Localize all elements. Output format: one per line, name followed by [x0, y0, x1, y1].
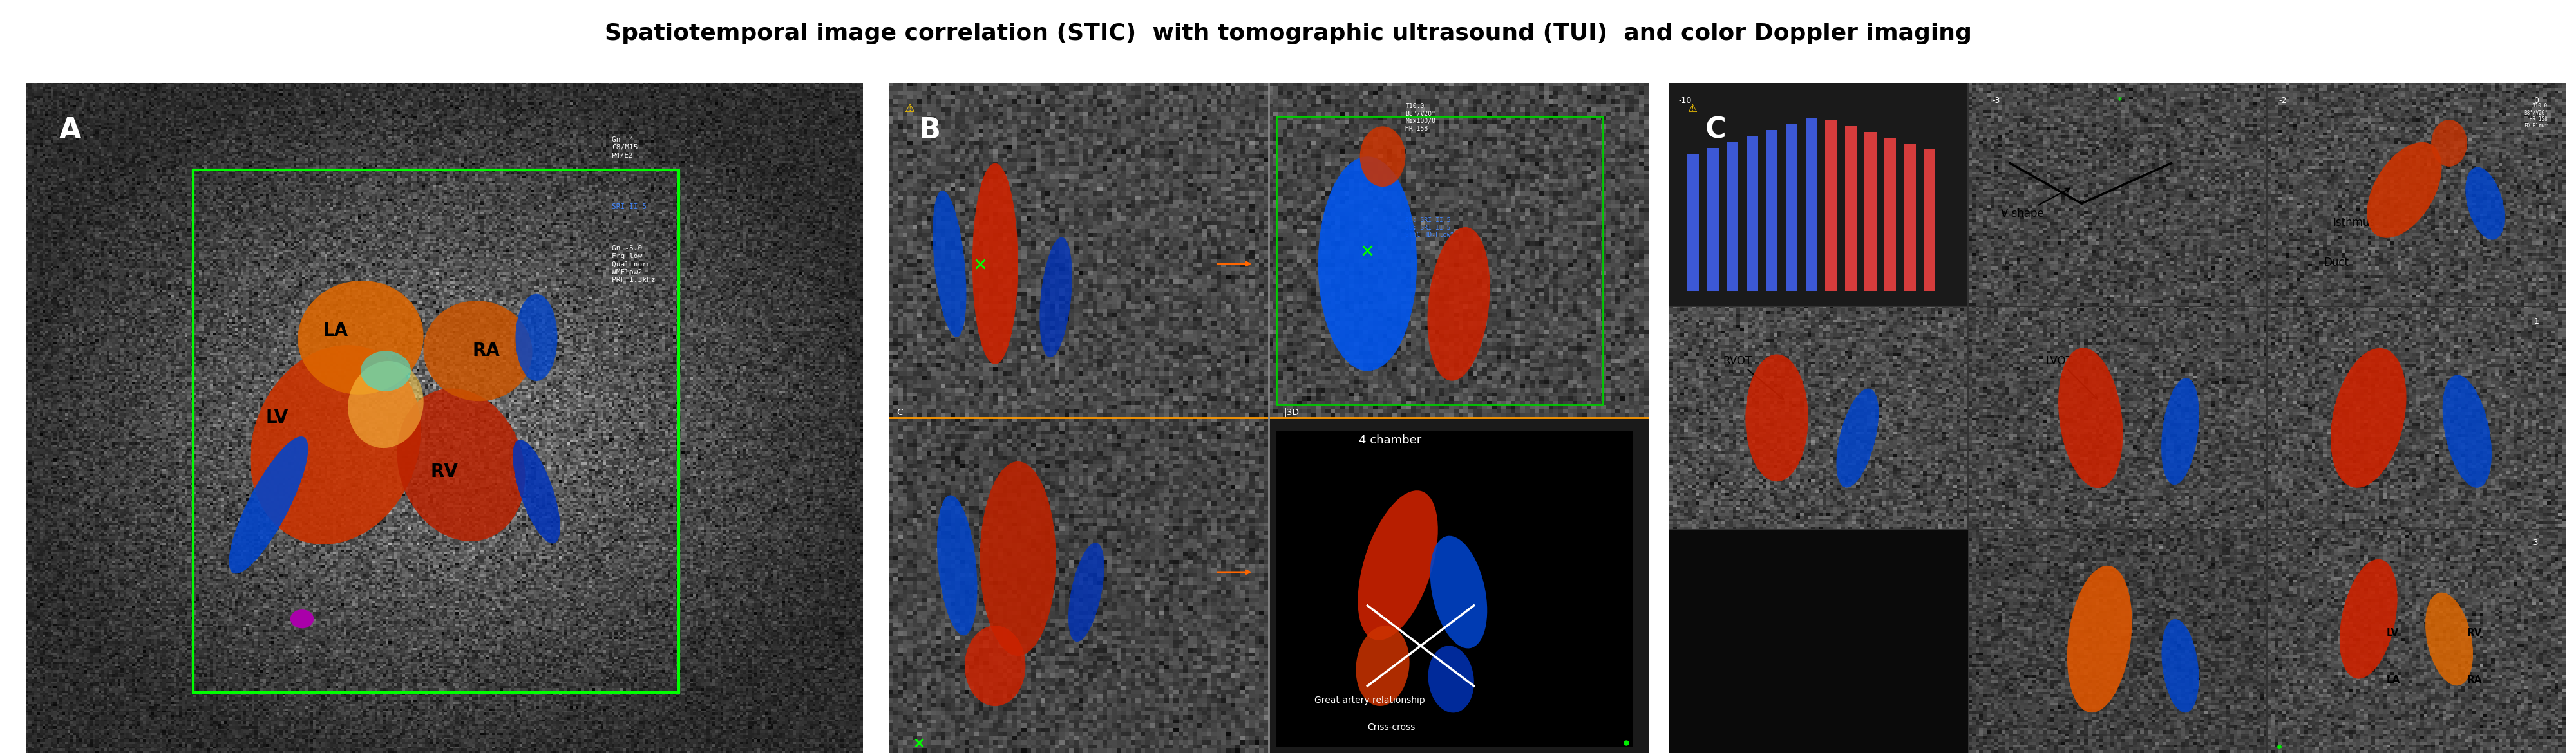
FancyBboxPatch shape — [1924, 150, 1935, 291]
Ellipse shape — [2427, 593, 2473, 685]
FancyBboxPatch shape — [1747, 136, 1757, 291]
Ellipse shape — [933, 191, 966, 337]
FancyBboxPatch shape — [1669, 530, 1968, 753]
Text: -3: -3 — [1991, 96, 1999, 105]
Text: Gn  4
C8/M15
P4/E2: Gn 4 C8/M15 P4/E2 — [613, 136, 639, 159]
Text: LV: LV — [2385, 628, 2398, 638]
Text: RVOT: RVOT — [1723, 355, 1783, 399]
Text: -2: -2 — [2280, 96, 2287, 105]
Ellipse shape — [2367, 142, 2442, 238]
FancyBboxPatch shape — [1785, 124, 1798, 291]
Ellipse shape — [2442, 375, 2491, 488]
Text: Spatiotemporal image correlation (STIC)  with tomographic ultrasound (TUI)  and : Spatiotemporal image correlation (STIC) … — [605, 23, 1971, 44]
Ellipse shape — [229, 437, 309, 574]
Text: T10.0
B8°/V20°
Mix100/0
HR 158: T10.0 B8°/V20° Mix100/0 HR 158 — [1406, 103, 1435, 132]
Text: Isthmus: Isthmus — [2334, 217, 2375, 228]
Text: V shape: V shape — [2002, 188, 2069, 219]
Text: Criss-cross: Criss-cross — [1368, 723, 1414, 732]
FancyBboxPatch shape — [1687, 154, 1698, 291]
Text: *: * — [2117, 96, 2123, 106]
Text: LA: LA — [322, 322, 348, 340]
Ellipse shape — [2339, 559, 2398, 678]
Ellipse shape — [397, 389, 526, 541]
Ellipse shape — [422, 300, 533, 401]
Ellipse shape — [2058, 348, 2123, 488]
Ellipse shape — [2331, 348, 2406, 488]
FancyBboxPatch shape — [1275, 431, 1633, 746]
Text: C: C — [896, 408, 902, 417]
FancyBboxPatch shape — [1826, 120, 1837, 291]
Text: C: C — [1705, 117, 1726, 144]
Text: RV: RV — [430, 462, 459, 480]
Text: Gn -5.0
Frq low
Qual norm
WMFlow2
PRF 1.3kHz: Gn -5.0 Frq low Qual norm WMFlow2 PRF 1.… — [613, 237, 654, 283]
Text: 0: 0 — [2535, 96, 2540, 105]
Text: 2D: SRI II 5
3D: SRI II 5
STIC HD-Flow™: 2D: SRI II 5 3D: SRI II 5 STIC HD-Flow™ — [1406, 217, 1455, 238]
Text: SRI II 5: SRI II 5 — [613, 203, 647, 210]
FancyBboxPatch shape — [1886, 138, 1896, 291]
Text: ⚠: ⚠ — [904, 103, 914, 114]
Text: 1: 1 — [2535, 318, 2540, 326]
Ellipse shape — [250, 345, 420, 544]
FancyBboxPatch shape — [1865, 132, 1875, 291]
Ellipse shape — [513, 440, 559, 544]
Text: RV: RV — [2468, 628, 2483, 638]
Ellipse shape — [1041, 237, 1072, 358]
Text: A: A — [59, 117, 82, 144]
Ellipse shape — [2161, 378, 2200, 485]
Text: ⚠: ⚠ — [1687, 103, 1698, 114]
Ellipse shape — [1430, 536, 1486, 648]
Ellipse shape — [515, 294, 556, 381]
Text: LA: LA — [2385, 675, 2401, 684]
Ellipse shape — [979, 462, 1056, 656]
Ellipse shape — [2432, 120, 2468, 166]
Text: B: B — [920, 117, 940, 144]
Text: LV: LV — [265, 409, 289, 427]
Text: -3: -3 — [2530, 538, 2540, 547]
Ellipse shape — [1069, 543, 1105, 642]
Text: -10: -10 — [1677, 96, 1692, 105]
FancyBboxPatch shape — [1904, 144, 1917, 291]
FancyBboxPatch shape — [1767, 130, 1777, 291]
Circle shape — [361, 351, 412, 391]
Text: |3D: |3D — [1283, 408, 1298, 417]
Ellipse shape — [963, 626, 1025, 706]
FancyBboxPatch shape — [1806, 118, 1816, 291]
Ellipse shape — [1358, 490, 1437, 640]
Ellipse shape — [348, 361, 422, 448]
Ellipse shape — [2465, 167, 2504, 240]
Text: RA: RA — [2468, 675, 2483, 684]
Text: LVOT: LVOT — [2045, 355, 2097, 399]
Circle shape — [291, 610, 314, 628]
Ellipse shape — [1427, 646, 1473, 712]
FancyBboxPatch shape — [1726, 142, 1739, 291]
Ellipse shape — [1747, 354, 1808, 482]
Ellipse shape — [1319, 157, 1417, 371]
Ellipse shape — [2161, 619, 2200, 712]
Ellipse shape — [971, 163, 1018, 364]
Ellipse shape — [938, 495, 976, 636]
Text: RA: RA — [471, 342, 500, 360]
Ellipse shape — [1837, 389, 1878, 488]
FancyBboxPatch shape — [1844, 126, 1857, 291]
Text: T10.0
B8°/V20°
HR 158
FD-Flow™: T10.0 B8°/V20° HR 158 FD-Flow™ — [2524, 103, 2548, 129]
Text: Great artery relationship: Great artery relationship — [1314, 696, 1425, 705]
FancyBboxPatch shape — [1708, 148, 1718, 291]
Ellipse shape — [1355, 626, 1409, 706]
Ellipse shape — [2066, 566, 2133, 712]
Ellipse shape — [299, 281, 422, 395]
Text: 4 chamber: 4 chamber — [1360, 434, 1422, 447]
Ellipse shape — [1427, 227, 1489, 381]
Ellipse shape — [1360, 127, 1406, 187]
Text: Duct: Duct — [2324, 257, 2349, 269]
